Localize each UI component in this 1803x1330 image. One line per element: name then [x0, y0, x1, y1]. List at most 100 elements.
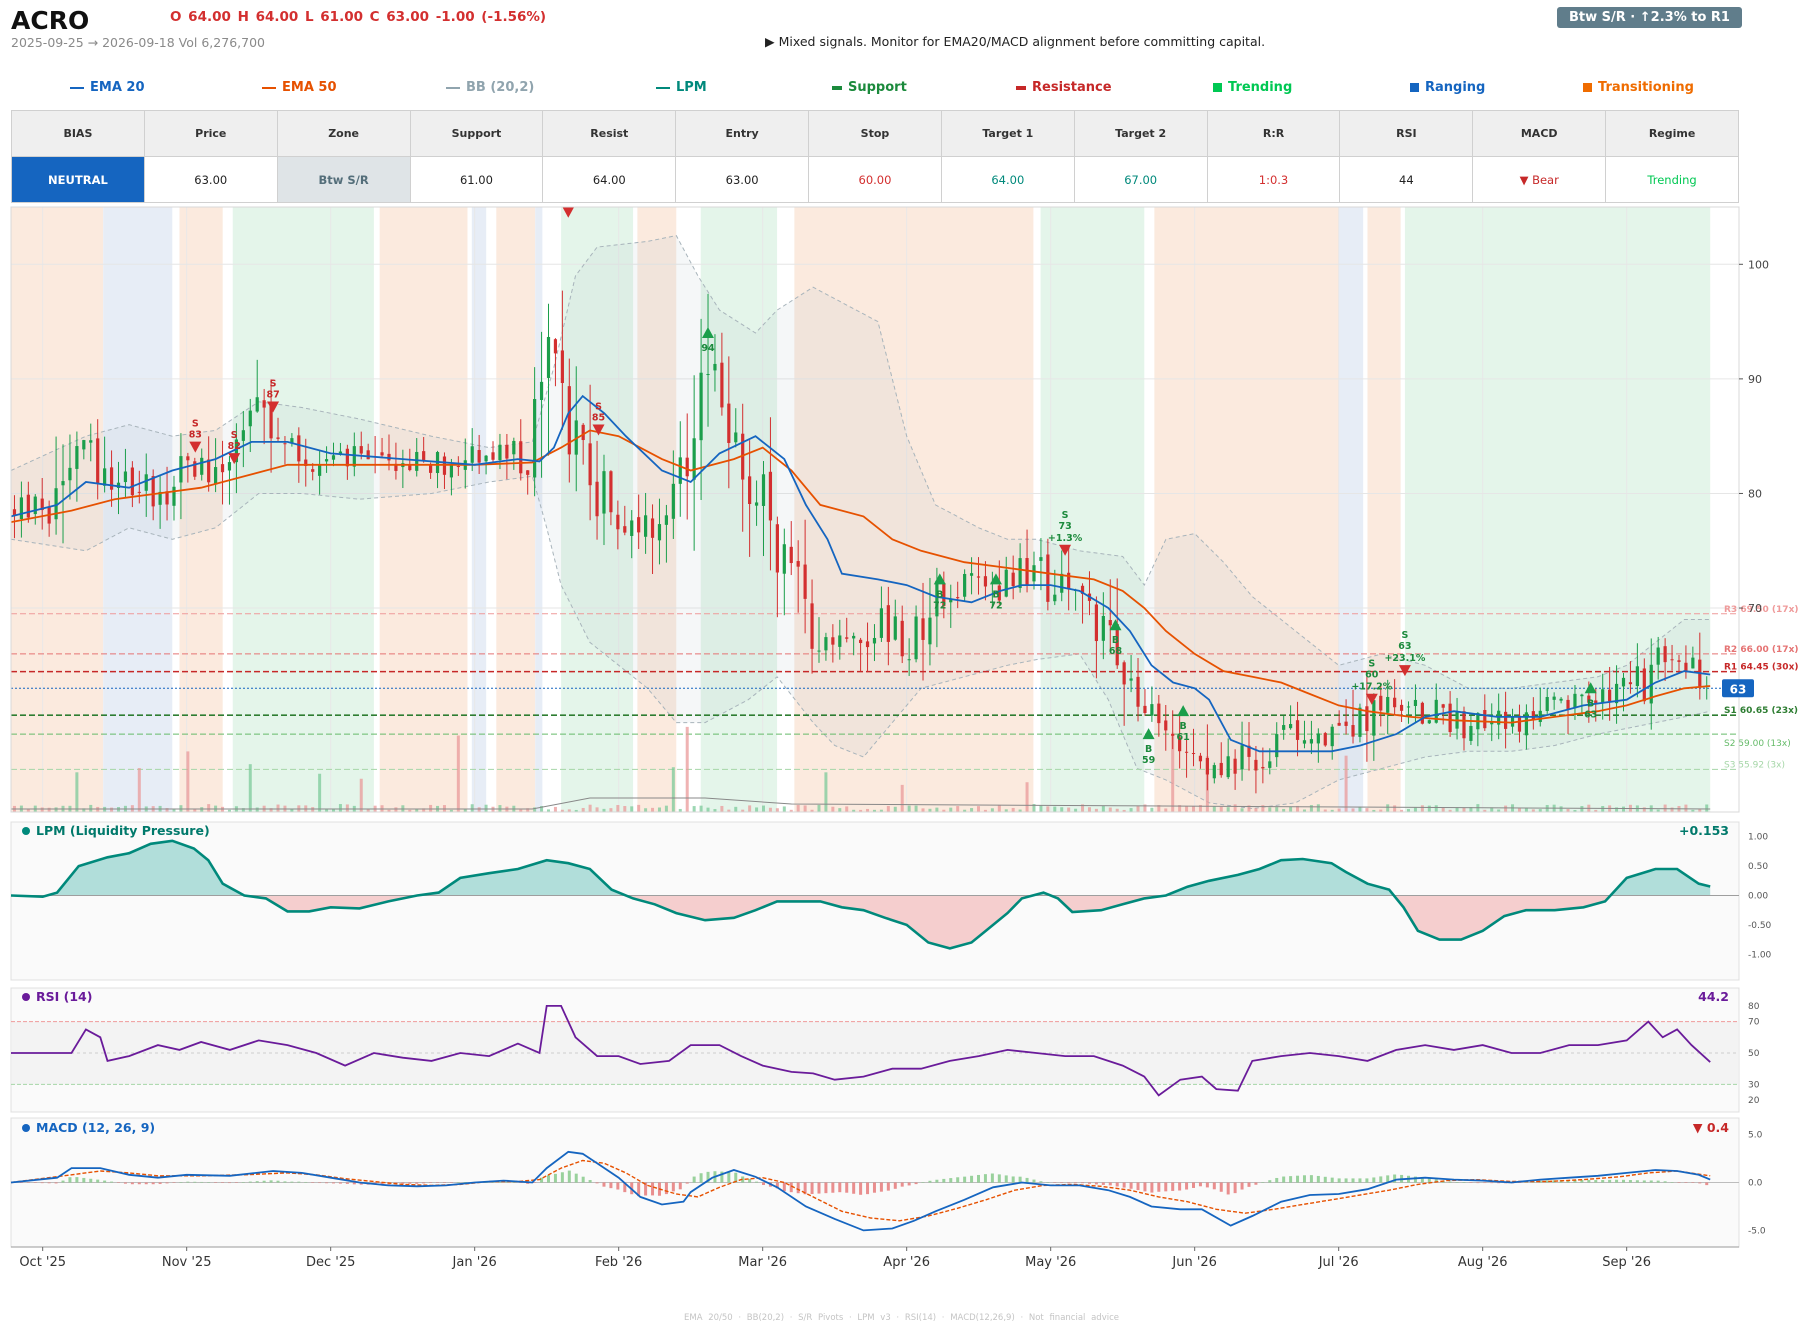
macd-histogram-bar — [692, 1176, 696, 1183]
macd-histogram-bar — [89, 1178, 93, 1183]
volume-bar — [1247, 805, 1251, 812]
candle-body — [1552, 696, 1556, 700]
volume-bar — [914, 805, 918, 812]
macd-histogram-bar — [234, 1182, 238, 1183]
legend-label: LPM — [676, 80, 707, 95]
volume-bar — [227, 809, 231, 812]
candle-body — [1469, 725, 1473, 741]
macd-histogram-bar — [449, 1182, 453, 1183]
macd-histogram-bar — [1011, 1176, 1015, 1183]
trade-stats-table: BIAS Price Zone Support Resist Entry Stop Targe… — [11, 110, 1739, 203]
volume-bar — [1240, 808, 1244, 812]
macd-histogram-bar — [1275, 1177, 1279, 1183]
last-price-tag — [1722, 679, 1754, 698]
candle-body — [498, 444, 502, 461]
volume-bar — [82, 808, 86, 812]
volume-bar — [526, 808, 530, 812]
macd-histogram-bar — [1691, 1182, 1695, 1183]
volume-bar — [1219, 806, 1223, 812]
legend-swatch — [446, 86, 460, 89]
candle-body — [969, 573, 974, 576]
volume-bar — [872, 809, 876, 812]
macd-histogram-bar — [1628, 1180, 1632, 1183]
chart-canvas: R3 69.50 (17x) R2 66.00 (17x) R1 64.45 (30… — [10, 206, 1798, 1270]
macd-histogram-bar — [734, 1172, 738, 1183]
candle-body — [1254, 759, 1258, 771]
signal-value: 82 — [228, 441, 241, 452]
signal-value: 60 — [1365, 670, 1379, 681]
volume-bar — [637, 804, 641, 812]
candle-body — [1219, 762, 1223, 776]
volume-bar — [1289, 806, 1293, 812]
volume-bar — [456, 735, 460, 812]
stats-value-regime: Trending — [1605, 156, 1739, 203]
macd-histogram-bar — [893, 1182, 897, 1189]
volume-bar — [1386, 804, 1390, 812]
volume-bar — [609, 808, 613, 812]
candle-body — [54, 488, 58, 520]
volume-average-line — [11, 797, 1711, 810]
macd-histogram-bar — [290, 1181, 294, 1183]
candle-body — [186, 456, 190, 461]
x-tick-label: Mar '26 — [738, 1255, 787, 1270]
volume-bar — [907, 805, 911, 812]
macd-histogram-bar — [1233, 1182, 1237, 1194]
macd-histogram-bar — [1192, 1182, 1196, 1188]
volume-bar — [1490, 807, 1494, 812]
volume-bar — [775, 808, 779, 812]
macd-histogram-bar — [151, 1182, 155, 1185]
volume-bar — [1018, 809, 1022, 812]
candle-body — [137, 491, 141, 493]
volume-bar — [415, 809, 419, 812]
macd-histogram-bar — [1198, 1182, 1202, 1187]
candle-body — [1011, 572, 1015, 587]
macd-histogram-bar — [1524, 1182, 1528, 1183]
macd-histogram-bar — [26, 1182, 30, 1183]
volume-bar — [484, 804, 488, 812]
macd-histogram-bar — [574, 1173, 578, 1183]
macd-histogram-bar — [1337, 1178, 1341, 1183]
macd-histogram-bar — [505, 1181, 509, 1183]
macd-histogram-bar — [1622, 1179, 1626, 1183]
volume-bar — [1365, 808, 1369, 812]
stats-header-target-2: Target 2 — [1073, 110, 1208, 157]
sr-level-label: R1 64.45 (30x) — [1724, 663, 1798, 673]
macd-histogram-bar — [1615, 1179, 1619, 1183]
candle-body — [900, 620, 904, 657]
macd-histogram-bar — [1427, 1178, 1431, 1183]
macd-histogram-bar — [588, 1180, 592, 1183]
macd-histogram-bar — [727, 1171, 731, 1183]
macd-histogram-bar — [671, 1182, 675, 1192]
macd-histogram-bar — [1185, 1182, 1189, 1190]
macd-histogram-bar — [533, 1182, 537, 1183]
signal-value: 72 — [933, 600, 946, 611]
candle-body — [706, 374, 710, 376]
candle-body — [331, 455, 336, 460]
volume-bar — [630, 806, 634, 812]
macd-histogram-bar — [1087, 1182, 1091, 1184]
signal-value: 85 — [592, 412, 605, 423]
volume-bar — [651, 807, 655, 812]
macd-histogram-bar — [47, 1182, 51, 1184]
candle-body — [796, 561, 800, 567]
x-tick-label: Jan '26 — [452, 1255, 497, 1270]
candle-body — [872, 637, 877, 644]
candle-body — [40, 498, 44, 511]
candle-body — [248, 410, 252, 427]
macd-histogram-bar — [748, 1178, 752, 1183]
candle-body — [879, 608, 884, 638]
signal-value: 94 — [701, 343, 715, 354]
stats-header-regime: Regime — [1605, 110, 1739, 157]
stats-value-resist: 64.00 — [542, 156, 677, 203]
rsi-title-dot — [22, 993, 30, 1001]
macd-histogram-bar — [741, 1176, 745, 1183]
candle-body — [1406, 706, 1411, 708]
macd-histogram-bar — [304, 1181, 308, 1183]
candle-body — [914, 616, 918, 660]
volume-bar — [540, 806, 544, 812]
candle-body — [1323, 733, 1327, 746]
buy-marker — [1584, 682, 1597, 694]
volume-bar — [762, 805, 766, 812]
signal-value: 72 — [989, 600, 1002, 611]
stats-value-entry: 63.00 — [675, 156, 810, 203]
